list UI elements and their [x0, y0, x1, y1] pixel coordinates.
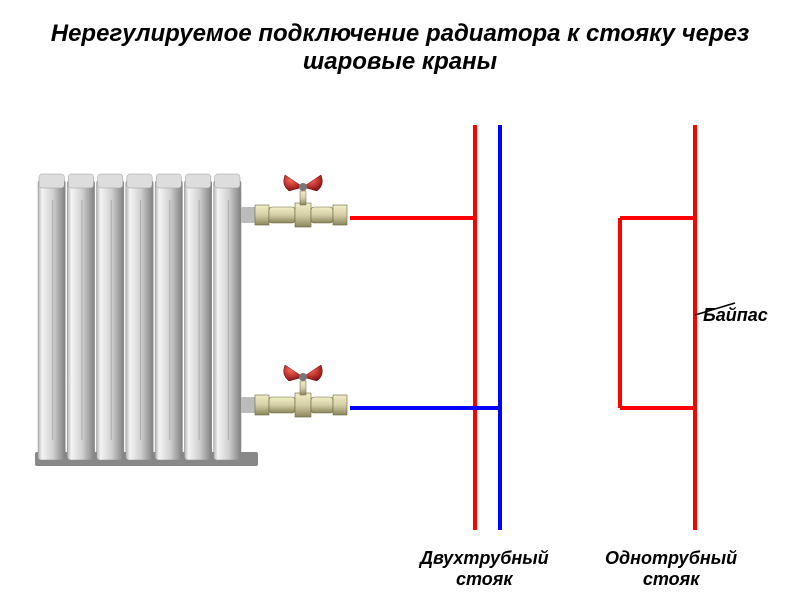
- label-two-pipe-l1: Двухтрубный: [420, 548, 549, 568]
- two-pipe-riser-group: [350, 125, 500, 530]
- ball-valve-top: [255, 175, 347, 227]
- label-two-pipe-l2: стояк: [456, 569, 513, 589]
- diagram-canvas: [0, 0, 800, 606]
- ball-valve-bottom: [255, 365, 347, 417]
- radiator: [35, 174, 258, 466]
- label-bypass-text: Байпас: [703, 305, 768, 325]
- one-pipe-riser-group: [620, 125, 695, 530]
- label-one-pipe: Однотрубный стояк: [605, 548, 737, 590]
- label-one-pipe-l2: стояк: [643, 569, 700, 589]
- label-two-pipe: Двухтрубный стояк: [420, 548, 549, 590]
- label-one-pipe-l1: Однотрубный: [605, 548, 737, 568]
- label-bypass: Байпас: [703, 305, 768, 326]
